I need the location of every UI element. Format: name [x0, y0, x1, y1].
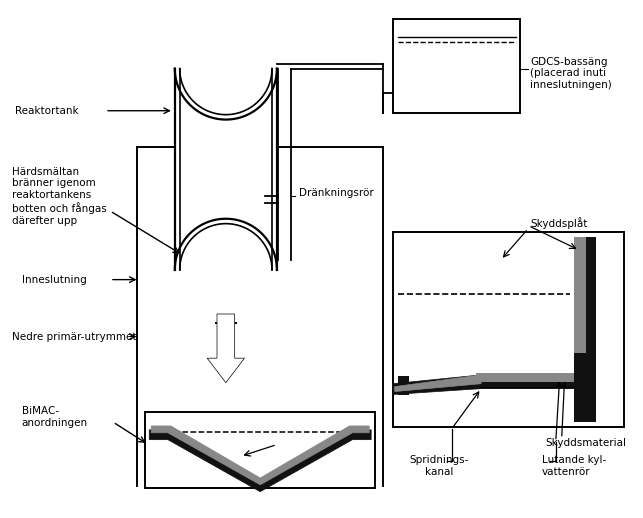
Text: GDCS-bassäng
(placerad inuti
inneslutningen): GDCS-bassäng (placerad inuti inneslutnin…: [530, 57, 612, 90]
Bar: [574, 237, 596, 422]
Text: Skyddsmaterial: Skyddsmaterial: [545, 438, 626, 448]
Text: Lutande kyl-
vattenrör: Lutande kyl- vattenrör: [542, 455, 606, 477]
Bar: [476, 373, 574, 382]
Polygon shape: [395, 375, 481, 392]
Bar: [476, 373, 574, 386]
Text: Dränkningsrör: Dränkningsrör: [300, 188, 374, 198]
Text: Skyddsplåt: Skyddsplåt: [530, 217, 588, 228]
Polygon shape: [151, 426, 369, 485]
Polygon shape: [149, 430, 371, 492]
Bar: [145, 412, 375, 488]
Bar: [393, 233, 624, 427]
Text: Inneslutning: Inneslutning: [22, 275, 86, 284]
Text: Spridnings-
kanal: Spridnings- kanal: [409, 455, 469, 477]
Bar: [397, 376, 410, 395]
Bar: [574, 237, 586, 353]
Text: Reaktortank: Reaktortank: [15, 106, 78, 116]
Text: BiMAC-
anordningen: BiMAC- anordningen: [22, 406, 87, 428]
Text: Nedre primär-utrymmet: Nedre primär-utrymmet: [12, 332, 136, 341]
Polygon shape: [207, 314, 244, 383]
Polygon shape: [393, 375, 481, 395]
Bar: [393, 19, 520, 113]
Text: Härdsmältan
bränner igenom
reaktortankens
botten och fångas
därefter upp: Härdsmältan bränner igenom reaktortanken…: [12, 167, 107, 225]
